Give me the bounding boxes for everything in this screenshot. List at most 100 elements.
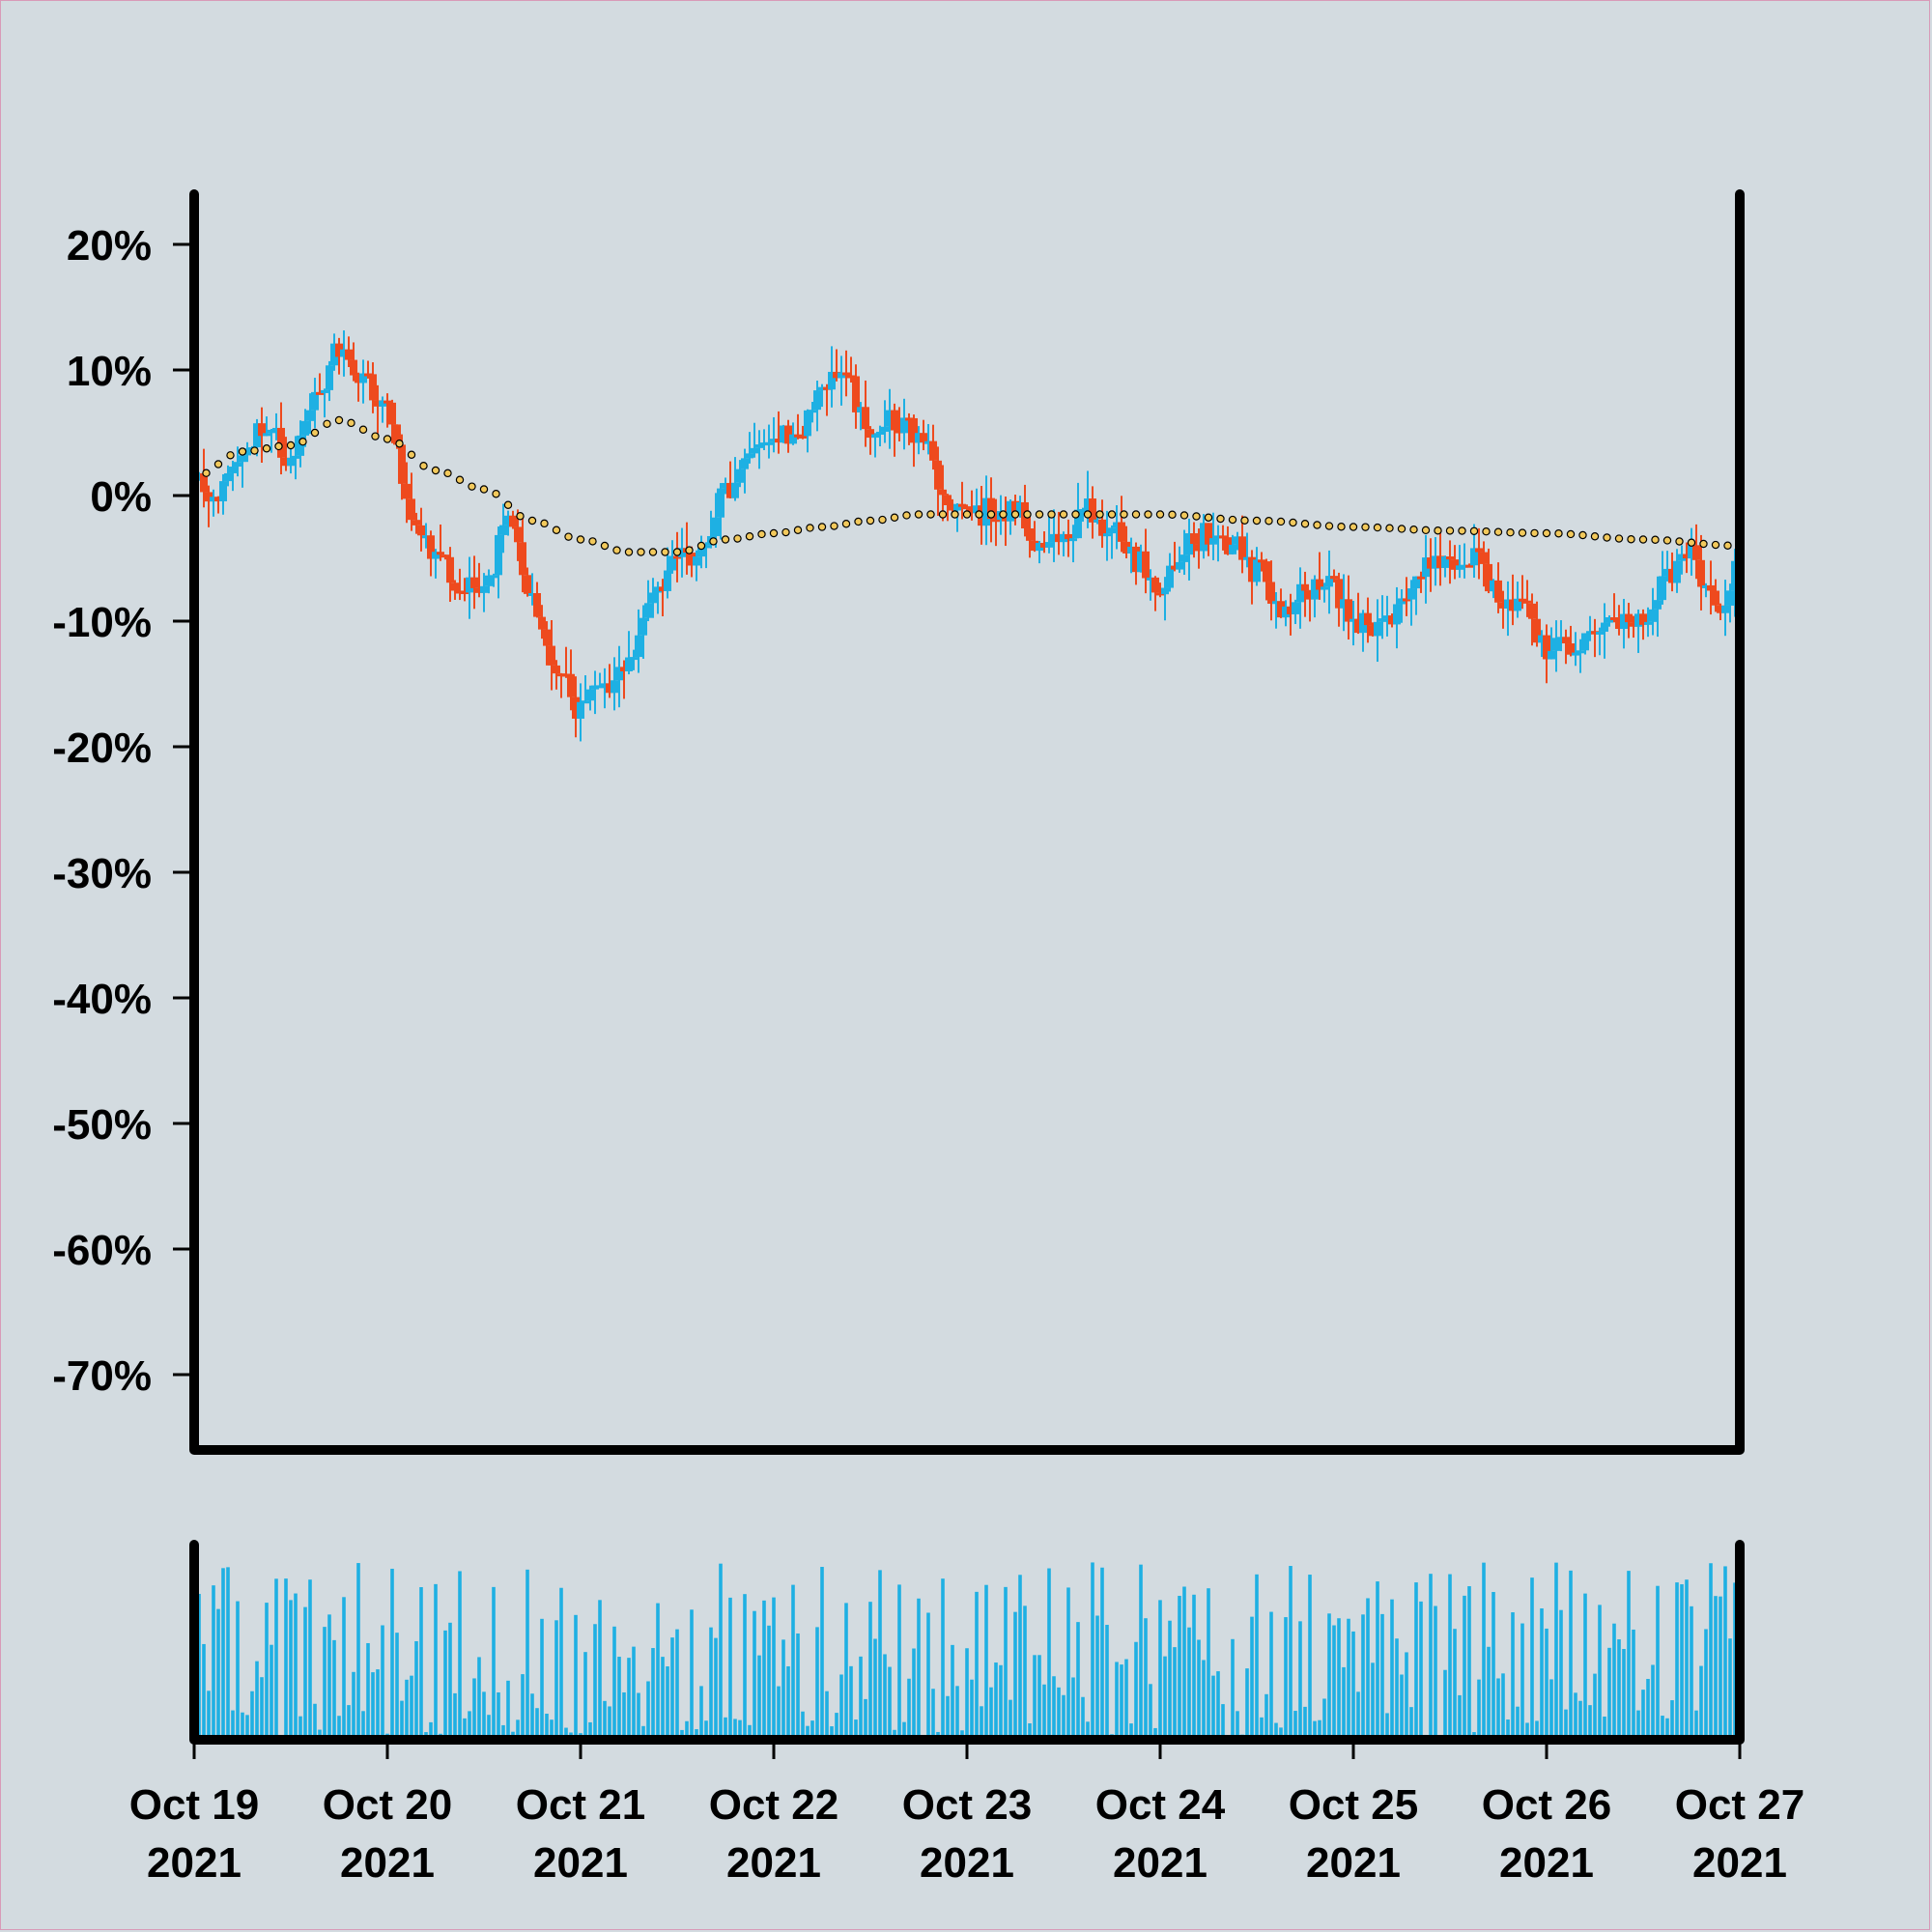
candle-body (1639, 613, 1647, 625)
candle (881, 400, 889, 443)
average-point (781, 527, 790, 537)
average-point (1337, 523, 1346, 531)
volume-bar (786, 1665, 790, 1740)
candle-body (591, 685, 599, 690)
candle (625, 631, 633, 675)
candle (1548, 627, 1555, 660)
volume-bar (1463, 1595, 1466, 1740)
volume-bar (236, 1601, 240, 1740)
candle (775, 411, 782, 454)
candle-body (306, 410, 314, 421)
candle (1084, 470, 1092, 528)
volume-bar (414, 1640, 418, 1740)
candle (1683, 542, 1690, 574)
candle (1485, 548, 1492, 594)
average-point (358, 425, 368, 434)
volume-bar (1052, 1676, 1056, 1740)
average-point (854, 517, 863, 526)
average-point (1711, 540, 1720, 550)
candle (644, 580, 652, 622)
candle (1055, 511, 1063, 555)
candle-body (678, 548, 686, 557)
average-point (1216, 514, 1225, 524)
candle-body (1673, 560, 1681, 583)
candle (924, 423, 932, 455)
volume-bar (1583, 1593, 1587, 1740)
average-point (371, 432, 380, 440)
volume-bar (733, 1719, 737, 1740)
volume-bar (1665, 1718, 1669, 1740)
candle (1267, 560, 1275, 621)
volume-bar (1207, 1588, 1210, 1740)
candle-body (1688, 545, 1695, 559)
candle-body (359, 373, 367, 384)
volume-bar (709, 1627, 713, 1740)
candle (1412, 576, 1420, 615)
average-point (999, 510, 1008, 519)
candle-body (1036, 543, 1043, 552)
candle-body (567, 673, 575, 697)
candle (934, 446, 942, 516)
volume-bar (767, 1625, 771, 1740)
volume-bar (1202, 1660, 1206, 1740)
candle-body (1523, 600, 1531, 604)
candle-body (1040, 543, 1048, 548)
candle (504, 510, 512, 536)
candle (422, 523, 430, 549)
volume-bar (1318, 1719, 1321, 1740)
volume-bar (1062, 1694, 1065, 1740)
candle-body (1514, 598, 1521, 611)
candle-body (253, 423, 261, 448)
volume-bar (313, 1703, 317, 1740)
candle-body (876, 431, 884, 435)
volume-bar (830, 1726, 834, 1740)
candle-body (229, 467, 237, 473)
candle (929, 424, 937, 470)
average-point (1349, 523, 1358, 531)
candle (1277, 588, 1285, 618)
candle-body (910, 417, 918, 443)
candle-body (210, 497, 217, 502)
candle (1456, 545, 1463, 579)
candle-body (553, 665, 560, 674)
average-point (1107, 510, 1117, 519)
candle (577, 683, 584, 742)
volume-bar (376, 1669, 380, 1740)
candle-body (1533, 618, 1541, 643)
x-tick-label-year: 2021 (1113, 1839, 1208, 1887)
volume-bar (1028, 1723, 1032, 1740)
y-tick-label: -50% (52, 1101, 152, 1149)
candle (1234, 531, 1241, 551)
volume-bar (1264, 1693, 1268, 1740)
volume-bar (1274, 1722, 1278, 1740)
candle (292, 436, 299, 480)
candle-body (1427, 557, 1435, 569)
candle-body (1292, 602, 1299, 614)
candle-body (1180, 554, 1188, 562)
candle-body (345, 349, 353, 360)
volume-bar (559, 1587, 563, 1740)
volume-bar (646, 1681, 650, 1740)
volume-bar (656, 1603, 660, 1740)
candle (1707, 560, 1715, 615)
candle-body (1103, 533, 1111, 537)
volume-bar (1385, 1713, 1389, 1740)
candle-body (461, 591, 469, 595)
candle-body (755, 444, 763, 448)
volume-bar (661, 1657, 665, 1740)
volume-bar (1429, 1574, 1433, 1740)
candle-body (355, 375, 362, 384)
volume-bar (695, 1729, 698, 1740)
volume-bar (1506, 1719, 1510, 1740)
average-point (1313, 521, 1321, 529)
volume-bar (907, 1678, 911, 1740)
candle (210, 489, 217, 517)
volume-bar (608, 1706, 611, 1740)
candle (1074, 482, 1082, 539)
candle (871, 433, 879, 458)
candle-body (1108, 527, 1116, 534)
candle-body (432, 552, 440, 559)
candle-body (384, 400, 391, 404)
candle-body (1692, 545, 1700, 560)
volume-bar (651, 1648, 655, 1740)
